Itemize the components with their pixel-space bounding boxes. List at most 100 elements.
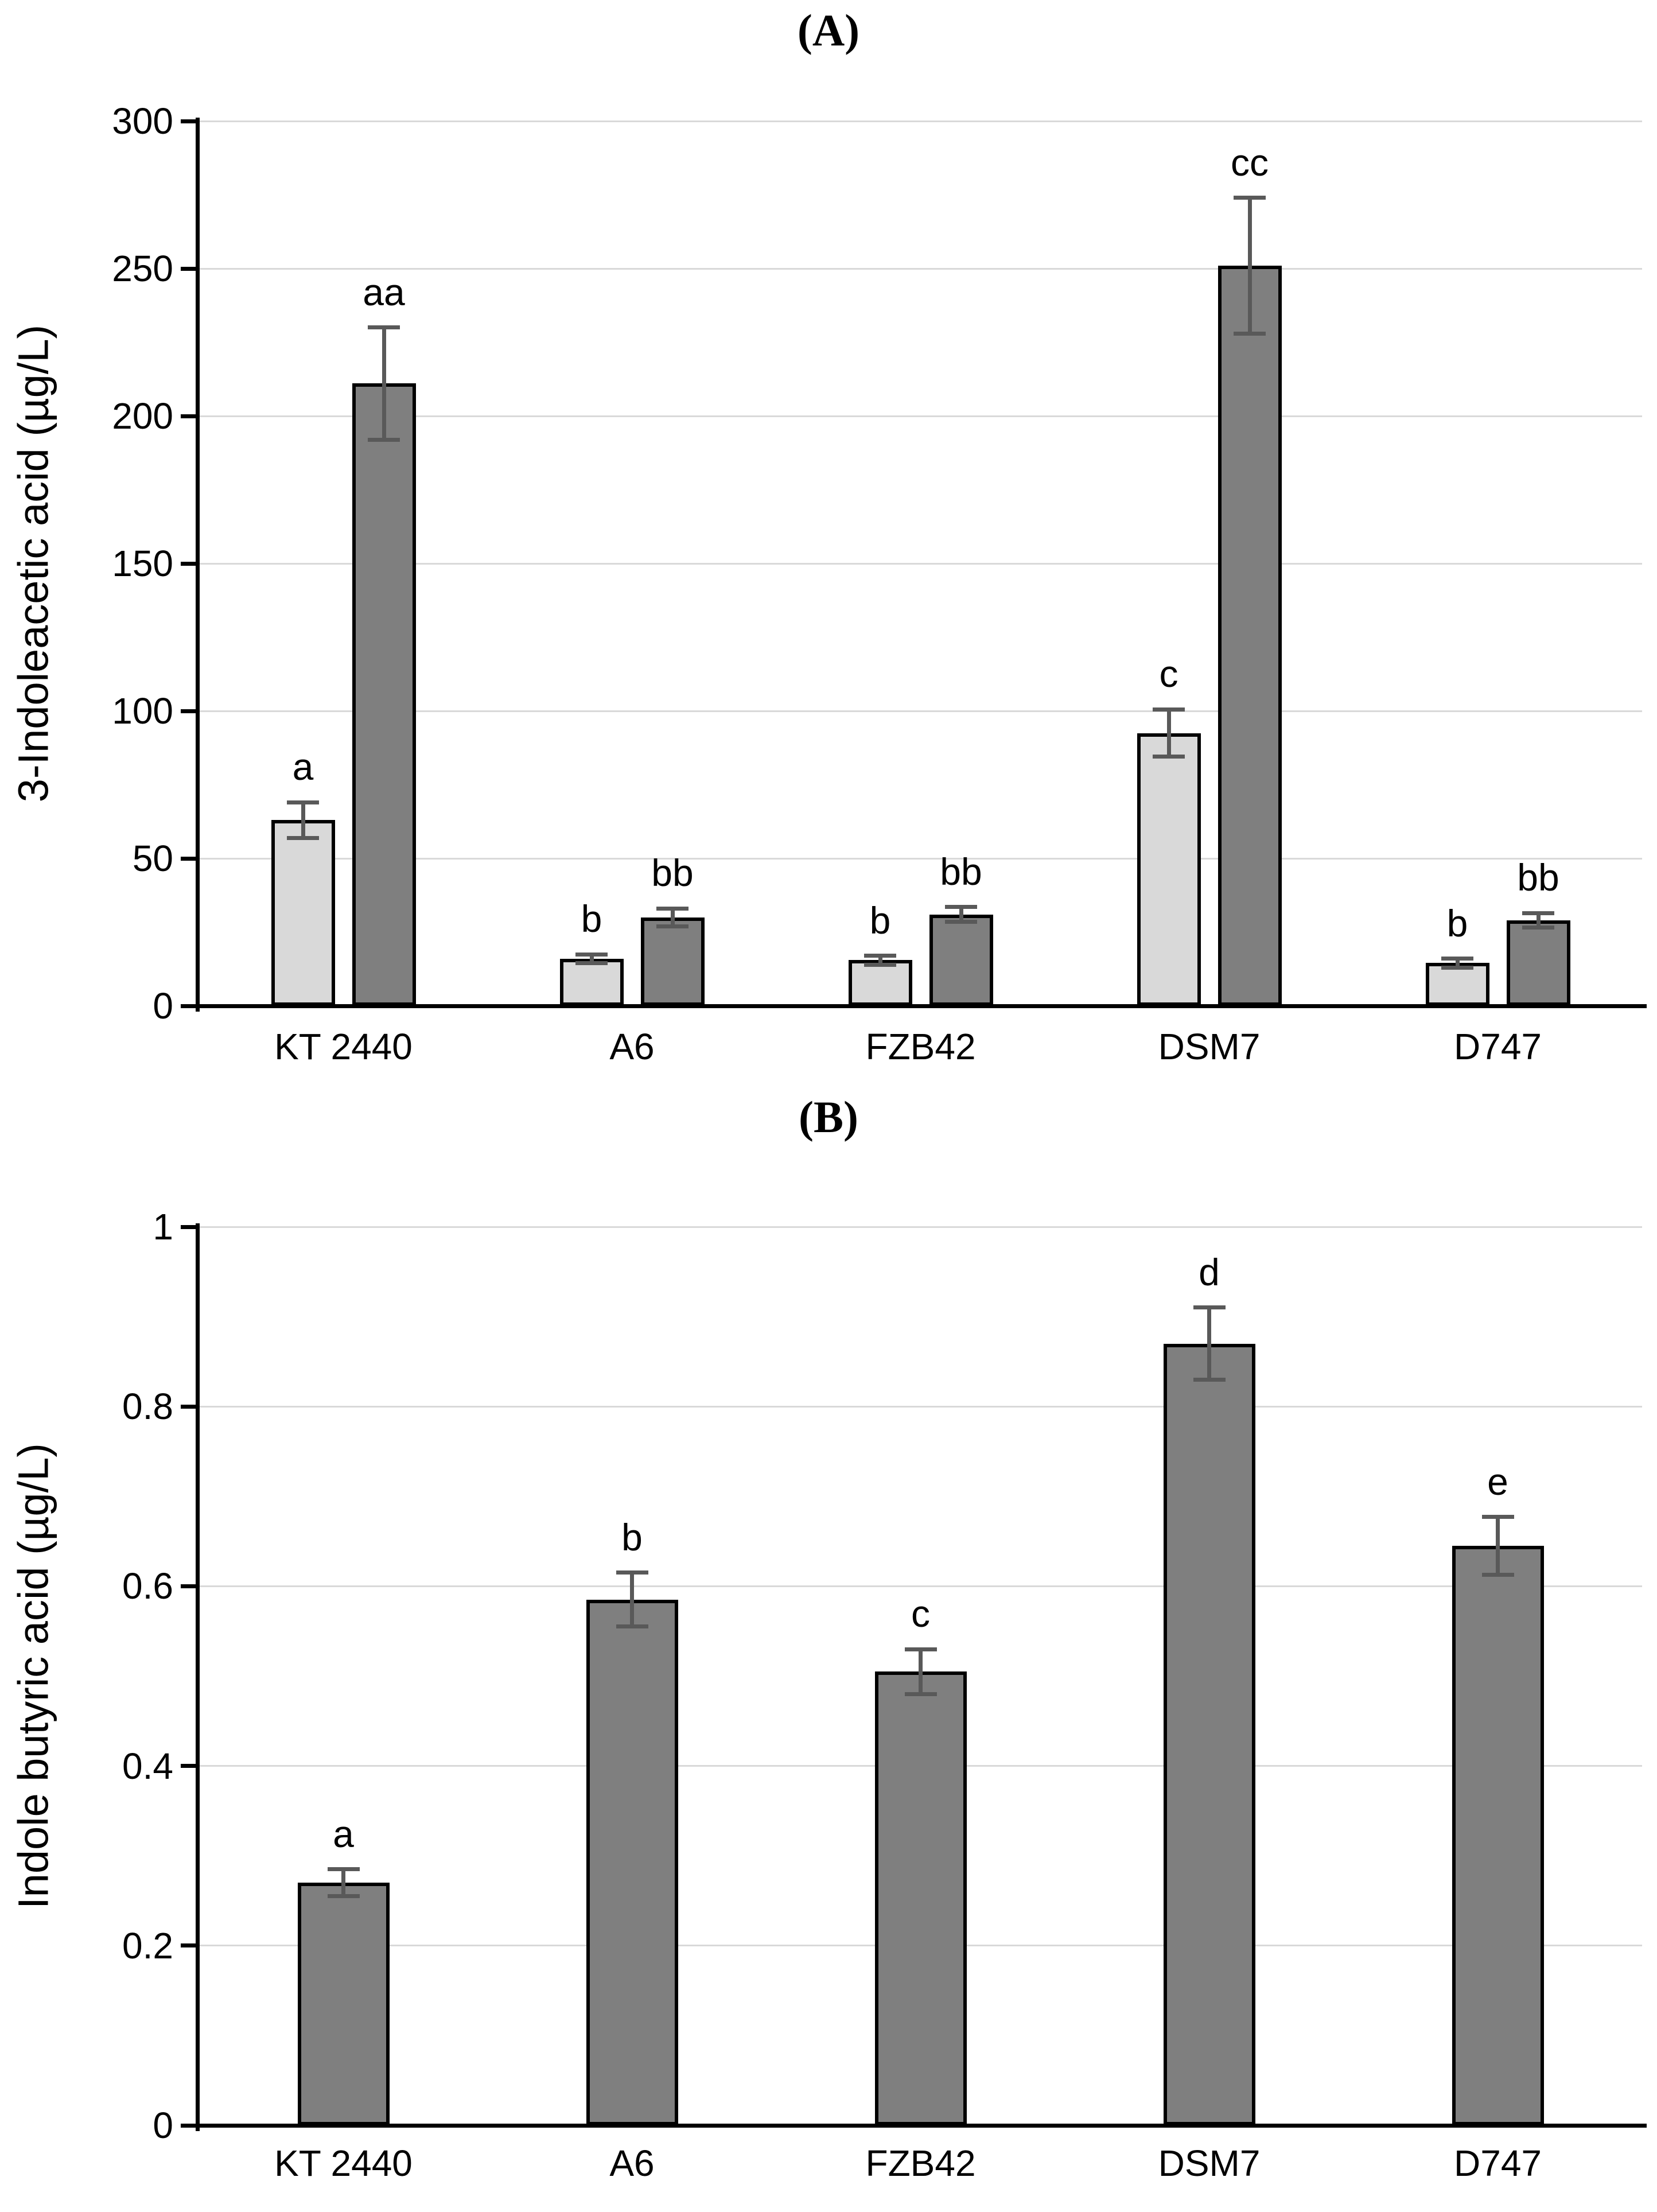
error-bar-line <box>1455 958 1460 968</box>
y-axis-tick <box>181 1584 198 1588</box>
y-tick-label: 150 <box>112 543 173 584</box>
bar <box>586 1599 678 2125</box>
error-bar-line <box>382 327 386 440</box>
y-tick-label: 0.6 <box>122 1565 173 1607</box>
y-axis-tick <box>181 709 198 713</box>
y-tick-label: 200 <box>112 395 173 437</box>
y-axis-tick <box>181 1224 198 1229</box>
significance-letter: a <box>333 1812 354 1855</box>
error-bar-top-cap <box>1193 1305 1226 1310</box>
error-bar-top-cap <box>864 954 896 958</box>
error-bar-line <box>589 954 594 963</box>
bar <box>1137 733 1201 1006</box>
x-category-label: A6 <box>609 2143 655 2184</box>
error-bar-top-cap <box>368 325 400 330</box>
bar <box>559 958 624 1006</box>
significance-letter: b <box>1446 901 1468 944</box>
error-bar-line <box>630 1572 634 1627</box>
error-bar-bottom-cap <box>656 924 689 928</box>
error-bar-line <box>1496 1517 1500 1575</box>
error-bar-top-cap <box>1522 911 1554 915</box>
x-category-label: D747 <box>1454 1026 1542 1067</box>
y-axis-tick <box>181 856 198 861</box>
error-bar-bottom-cap <box>904 1692 937 1696</box>
bar <box>271 820 335 1006</box>
error-bar-bottom-cap <box>327 1894 360 1899</box>
gridline <box>199 857 1642 860</box>
error-bar-top-cap <box>1234 196 1266 200</box>
error-bar-line <box>919 1649 923 1694</box>
y-axis-tick <box>181 1404 198 1409</box>
y-tick-label: 1 <box>153 1206 173 1247</box>
y-tick-label: 50 <box>132 838 173 879</box>
x-category-label: DSM7 <box>1158 1026 1261 1067</box>
error-bar-line <box>959 907 963 922</box>
significance-letter: a <box>292 745 314 788</box>
significance-letter: bb <box>1517 856 1559 899</box>
error-bar-bottom-cap <box>368 437 400 442</box>
x-axis-line <box>182 2124 1647 2128</box>
error-bar-line <box>1207 1307 1211 1380</box>
bar <box>874 1671 967 2125</box>
error-bar-bottom-cap <box>945 920 977 924</box>
x-category-label: FZB42 <box>865 1026 976 1067</box>
error-bar-bottom-cap <box>1153 755 1185 759</box>
error-bar-line <box>341 1869 345 1896</box>
bar <box>640 917 705 1006</box>
significance-letter: b <box>869 899 891 942</box>
significance-letter: b <box>621 1515 643 1558</box>
error-bar-line <box>301 802 305 838</box>
error-bar-bottom-cap <box>1481 1572 1514 1577</box>
error-bar-bottom-cap <box>287 835 319 840</box>
y-tick-label: 0 <box>153 985 173 1027</box>
gridline <box>199 1405 1642 1408</box>
gridline <box>199 267 1642 270</box>
x-category-label: KT 2440 <box>274 1026 413 1067</box>
error-bar-line <box>1247 197 1252 334</box>
y-tick-label: 0.8 <box>122 1386 173 1428</box>
y-tick-label: 0 <box>153 2105 173 2146</box>
significance-letter: b <box>581 897 602 940</box>
y-axis-tick <box>181 1764 198 1768</box>
error-bar-top-cap <box>904 1647 937 1651</box>
bar <box>1163 1343 1255 2125</box>
bar <box>1452 1545 1544 2125</box>
significance-letter: cc <box>1231 141 1269 184</box>
significance-letter: bb <box>651 852 694 895</box>
x-category-label: D747 <box>1454 2143 1542 2184</box>
significance-letter: c <box>1159 652 1178 695</box>
error-bar-line <box>1166 709 1171 757</box>
error-bar-bottom-cap <box>864 962 896 967</box>
error-bar-top-cap <box>1481 1515 1514 1519</box>
y-tick-label: 0.4 <box>122 1745 173 1787</box>
bar <box>929 914 993 1006</box>
error-bar-bottom-cap <box>616 1624 648 1629</box>
error-bar-line <box>670 908 675 927</box>
error-bar-line <box>878 955 882 965</box>
y-axis-tick <box>181 119 198 123</box>
error-bar-bottom-cap <box>1234 331 1266 336</box>
x-category-label: FZB42 <box>865 2143 976 2184</box>
y-axis-line <box>196 118 200 1012</box>
y-axis-line <box>196 1223 200 2131</box>
error-bar-top-cap <box>1441 957 1473 961</box>
y-axis-tick <box>181 1943 198 1948</box>
error-bar-bottom-cap <box>1193 1377 1226 1382</box>
x-axis-line <box>182 1004 1647 1008</box>
error-bar-bottom-cap <box>575 961 608 965</box>
significance-letter: d <box>1199 1250 1220 1293</box>
error-bar-top-cap <box>656 906 689 911</box>
x-category-label: KT 2440 <box>274 2143 413 2184</box>
significance-letter: bb <box>940 850 982 893</box>
error-bar-top-cap <box>327 1867 360 1872</box>
bar <box>1506 920 1570 1006</box>
error-bar-top-cap <box>945 905 977 909</box>
gridline <box>199 120 1642 122</box>
bar <box>1425 963 1489 1006</box>
error-bar-top-cap <box>1153 707 1185 712</box>
bar <box>297 1883 390 2125</box>
y-axis-tick <box>181 561 198 566</box>
significance-letter: aa <box>363 270 405 313</box>
y-tick-label: 250 <box>112 248 173 289</box>
